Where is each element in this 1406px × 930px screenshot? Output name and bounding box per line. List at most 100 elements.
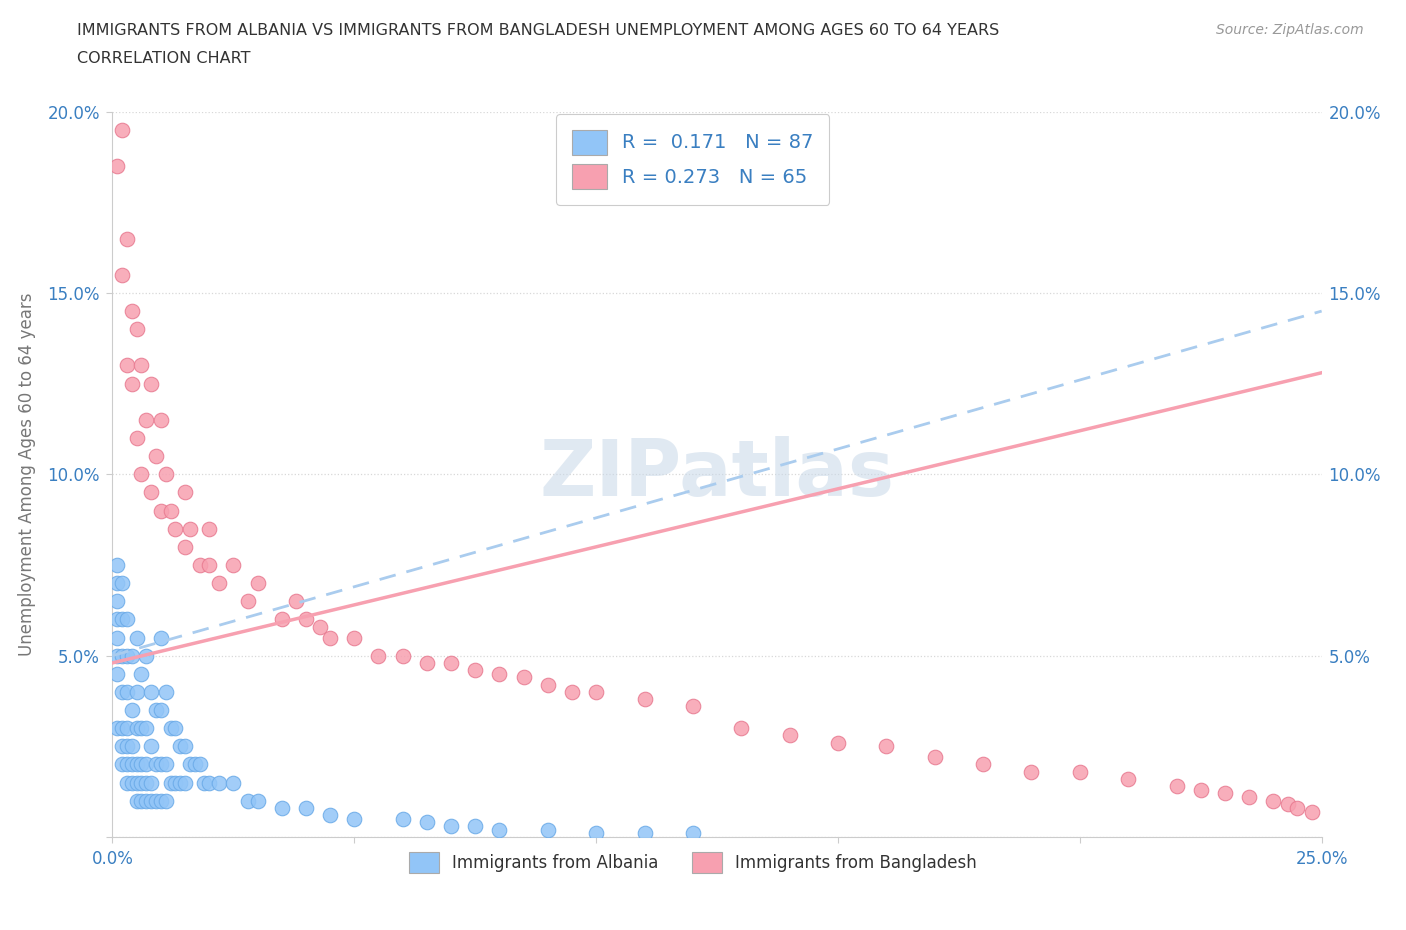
Point <box>111 648 134 663</box>
Point <box>105 667 128 682</box>
Point <box>198 521 221 536</box>
Point <box>111 123 134 138</box>
Point <box>1263 793 1285 808</box>
Point <box>270 612 292 627</box>
Point <box>827 736 849 751</box>
Point <box>416 656 439 671</box>
Point <box>174 485 197 500</box>
Point <box>121 703 143 718</box>
Point <box>236 793 259 808</box>
Point <box>319 631 342 645</box>
Point <box>1286 801 1309 816</box>
Point <box>488 667 510 682</box>
Point <box>188 757 211 772</box>
Point <box>246 793 269 808</box>
Point <box>440 656 463 671</box>
Point <box>285 594 308 609</box>
Point <box>115 757 138 772</box>
Point <box>111 684 134 699</box>
Point <box>633 826 655 841</box>
Point <box>222 776 245 790</box>
Point <box>585 684 607 699</box>
Point <box>105 721 128 736</box>
Point <box>105 594 128 609</box>
Point <box>141 377 163 392</box>
Point <box>105 631 128 645</box>
Point <box>1277 797 1299 812</box>
Point <box>488 822 510 837</box>
Point <box>115 776 138 790</box>
Point <box>149 631 172 645</box>
Point <box>159 503 181 518</box>
Point <box>1189 782 1212 797</box>
Point <box>115 231 138 246</box>
Point <box>208 576 231 591</box>
Point <box>319 808 342 823</box>
Point <box>464 663 486 678</box>
Point <box>174 539 197 554</box>
Point <box>149 703 172 718</box>
Point <box>179 757 201 772</box>
Point <box>208 776 231 790</box>
Point <box>111 612 134 627</box>
Point <box>105 558 128 573</box>
Point <box>145 703 167 718</box>
Point <box>236 594 259 609</box>
Point <box>198 776 221 790</box>
Point <box>121 377 143 392</box>
Point <box>115 721 138 736</box>
Point <box>682 699 704 714</box>
Point <box>391 811 413 827</box>
Text: CORRELATION CHART: CORRELATION CHART <box>77 51 250 66</box>
Point <box>633 692 655 707</box>
Point <box>115 648 138 663</box>
Point <box>159 721 181 736</box>
Point <box>512 670 534 684</box>
Point <box>183 757 205 772</box>
Point <box>1116 772 1139 787</box>
Point <box>105 612 128 627</box>
Point <box>875 738 897 753</box>
Point <box>155 793 177 808</box>
Point <box>141 776 163 790</box>
Point <box>125 684 148 699</box>
Point <box>131 776 153 790</box>
Point <box>131 667 153 682</box>
Point <box>131 721 153 736</box>
Point <box>1213 786 1236 801</box>
Point <box>141 684 163 699</box>
Point <box>309 619 332 634</box>
Point <box>169 776 191 790</box>
Point <box>169 738 191 753</box>
Point <box>155 757 177 772</box>
Point <box>1237 790 1260 804</box>
Point <box>1021 764 1043 779</box>
Point <box>121 303 143 318</box>
Point <box>222 558 245 573</box>
Point <box>165 721 187 736</box>
Point <box>115 738 138 753</box>
Point <box>131 757 153 772</box>
Point <box>131 793 153 808</box>
Point <box>730 721 752 736</box>
Point <box>111 738 134 753</box>
Point <box>141 485 163 500</box>
Point <box>121 738 143 753</box>
Point <box>141 738 163 753</box>
Point <box>585 826 607 841</box>
Point <box>174 738 197 753</box>
Point <box>121 648 143 663</box>
Point <box>149 413 172 428</box>
Text: IMMIGRANTS FROM ALBANIA VS IMMIGRANTS FROM BANGLADESH UNEMPLOYMENT AMONG AGES 60: IMMIGRANTS FROM ALBANIA VS IMMIGRANTS FR… <box>77 23 1000 38</box>
Point <box>145 793 167 808</box>
Point <box>125 322 148 337</box>
Point <box>174 776 197 790</box>
Point <box>105 158 128 173</box>
Point <box>165 776 187 790</box>
Point <box>1166 778 1188 793</box>
Point <box>125 721 148 736</box>
Point <box>159 776 181 790</box>
Point <box>135 648 157 663</box>
Point <box>111 576 134 591</box>
Point <box>779 728 801 743</box>
